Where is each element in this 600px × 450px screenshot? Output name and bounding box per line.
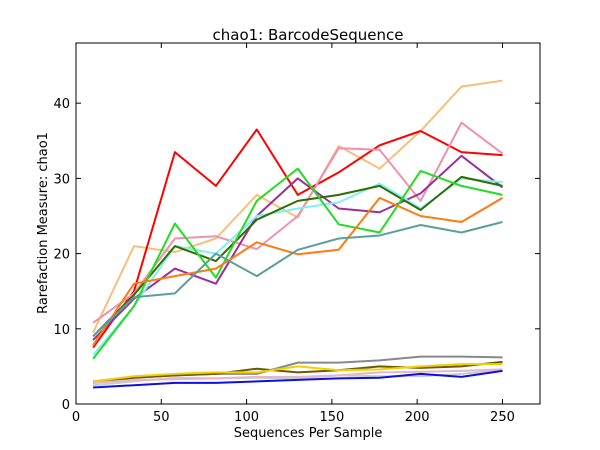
- series-line-15: [93, 369, 503, 389]
- y-tick-label: 10: [53, 323, 70, 338]
- series-line-2: [92, 128, 503, 349]
- x-tick-label: 250: [490, 410, 515, 425]
- x-tick-label: 0: [72, 410, 80, 425]
- y-axis-label: Rarefaction Measure: chao1: [36, 132, 51, 314]
- y-tick-label: 30: [53, 172, 70, 187]
- series-line-9: [92, 221, 503, 338]
- series-line-14: [93, 368, 503, 384]
- series-line-11: [92, 360, 503, 384]
- x-axis-label: Sequences Per Sample: [234, 426, 383, 441]
- y-tick-label: 20: [53, 248, 70, 263]
- series-line-12: [92, 363, 503, 383]
- x-tick-label: 50: [153, 410, 170, 425]
- x-tick-label: 150: [319, 410, 344, 425]
- plot-frame: [75, 42, 541, 405]
- y-tick-label: 0: [62, 398, 70, 413]
- series-line-3: [92, 121, 504, 324]
- series-line-6: [92, 175, 503, 338]
- series-line-8: [92, 196, 504, 346]
- x-tick-label: 200: [405, 410, 430, 425]
- tick-layer: 0 50 100 150 200 250 0 10 20 30 40: [53, 43, 540, 425]
- x-tick-label: 100: [234, 410, 259, 425]
- y-tick-label: 40: [53, 97, 70, 112]
- series-layer: [92, 79, 504, 389]
- chart-title: chao1: BarcodeSequence: [213, 26, 404, 44]
- series-line-7: [92, 167, 503, 360]
- series-line-4: [92, 154, 504, 341]
